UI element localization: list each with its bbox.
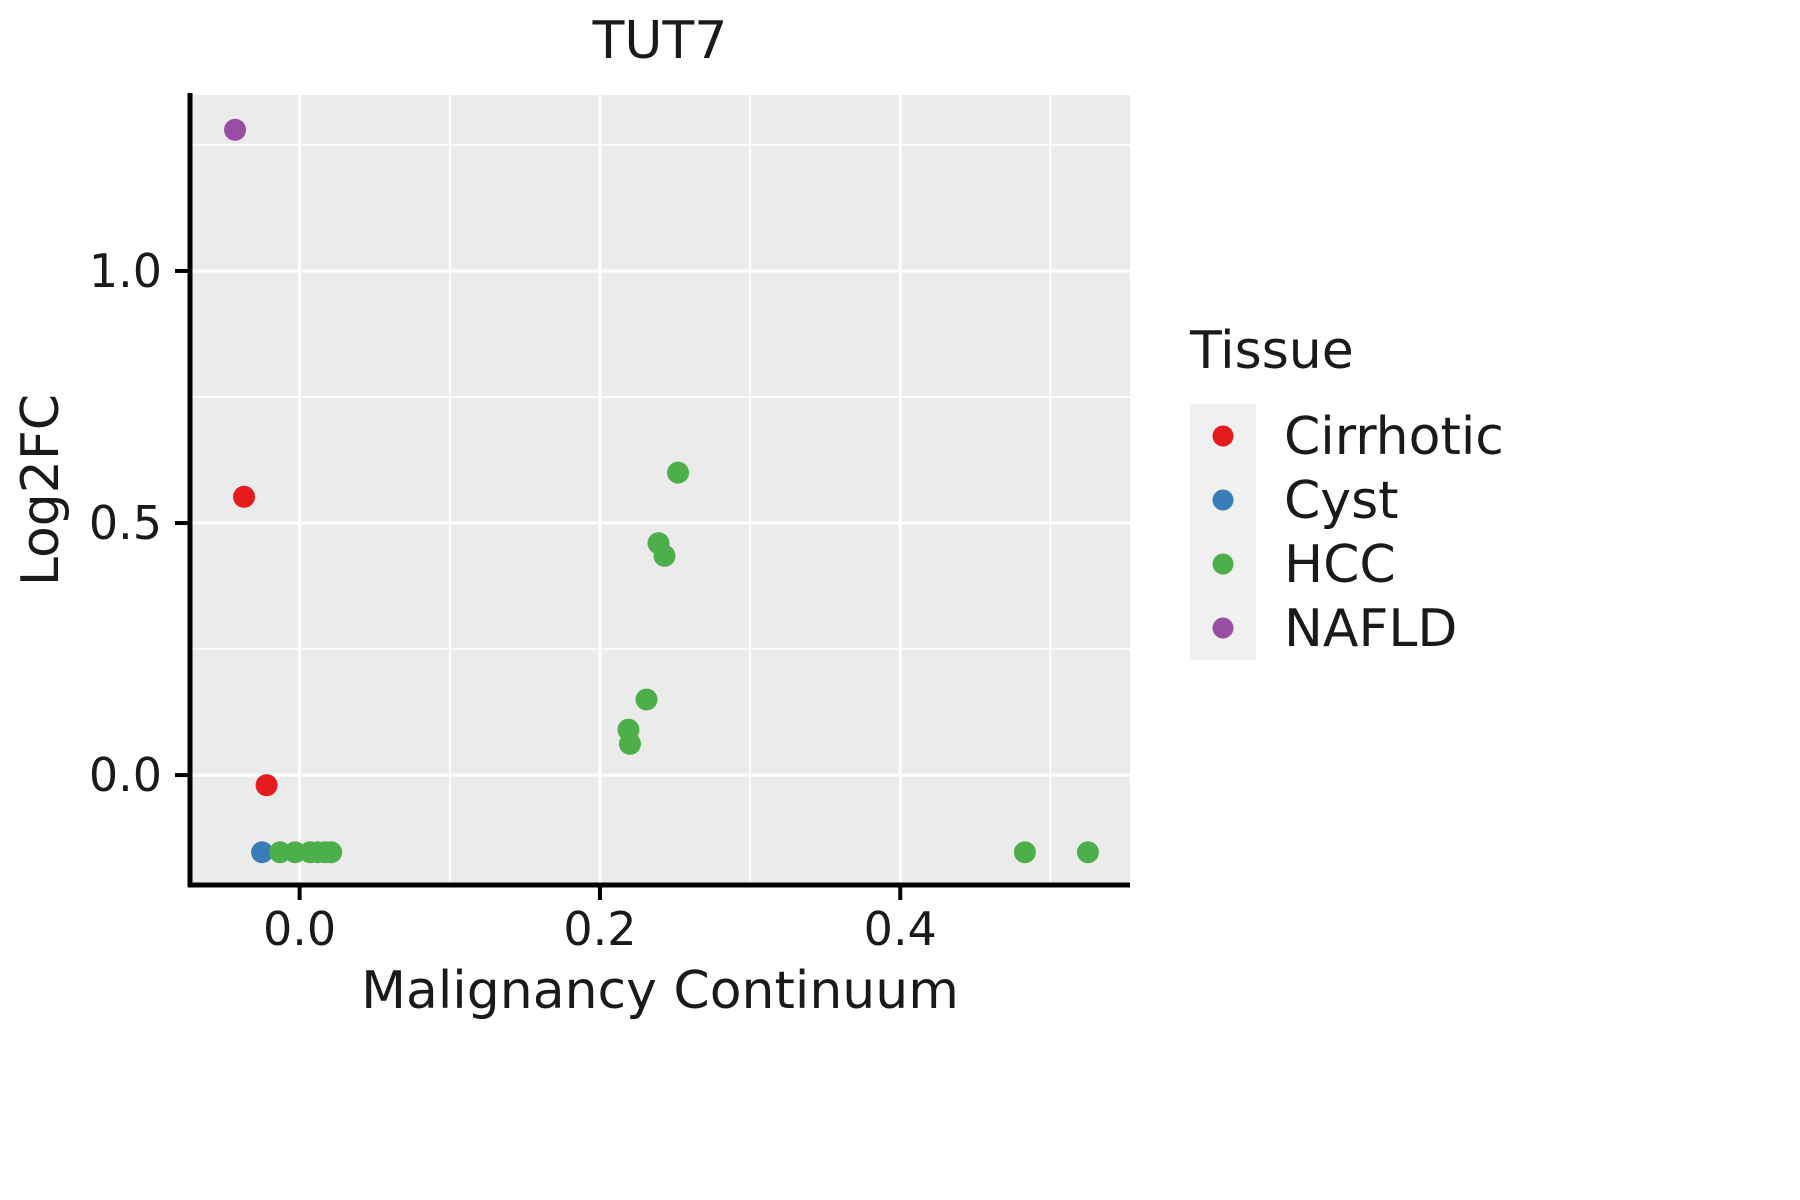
data-point-cirrhotic: [233, 485, 256, 508]
data-points-layer: [224, 118, 1099, 864]
y-tick-label: 0.0: [89, 748, 162, 802]
y-tick-labels: 0.0 0.5 1.0: [89, 244, 162, 802]
data-point-cirrhotic: [255, 774, 278, 797]
plot-panel: [190, 95, 1130, 885]
data-point-hcc: [1013, 841, 1036, 864]
data-point-hcc: [653, 544, 676, 567]
data-point-hcc: [320, 841, 343, 864]
y-tick-label: 1.0: [89, 244, 162, 298]
legend-key-dot-cirrhotic: [1212, 425, 1234, 447]
data-point-nafld: [224, 118, 247, 141]
legend-label-cyst: Cyst: [1284, 471, 1399, 531]
data-point-hcc: [618, 732, 641, 755]
legend-key-dot-nafld: [1212, 617, 1234, 639]
legend-key-dot-hcc: [1212, 553, 1234, 575]
legend-label-cirrhotic: Cirrhotic: [1284, 407, 1504, 467]
chart-title: TUT7: [592, 11, 728, 71]
minor-gridlines: [190, 95, 1130, 885]
x-tick-labels: 0.0 0.2 0.4: [263, 902, 937, 956]
major-gridlines: [190, 95, 1130, 885]
legend-label-nafld: NAFLD: [1284, 599, 1457, 659]
legend-title: Tissue: [1189, 321, 1354, 381]
data-point-hcc: [667, 461, 690, 484]
axis-ticks: [175, 268, 903, 900]
x-tick-label: 0.4: [864, 902, 937, 956]
y-tick-label: 0.5: [89, 496, 162, 550]
x-axis-label: Malignancy Continuum: [361, 961, 959, 1021]
data-point-hcc: [635, 688, 658, 711]
y-axis-label: Log2FC: [11, 394, 71, 586]
x-tick-label: 0.0: [263, 902, 336, 956]
legend-key-dot-cyst: [1212, 489, 1234, 511]
data-point-cyst: [251, 841, 274, 864]
legend-label-hcc: HCC: [1284, 535, 1396, 595]
data-point-hcc: [1076, 841, 1099, 864]
x-tick-label: 0.2: [563, 902, 636, 956]
